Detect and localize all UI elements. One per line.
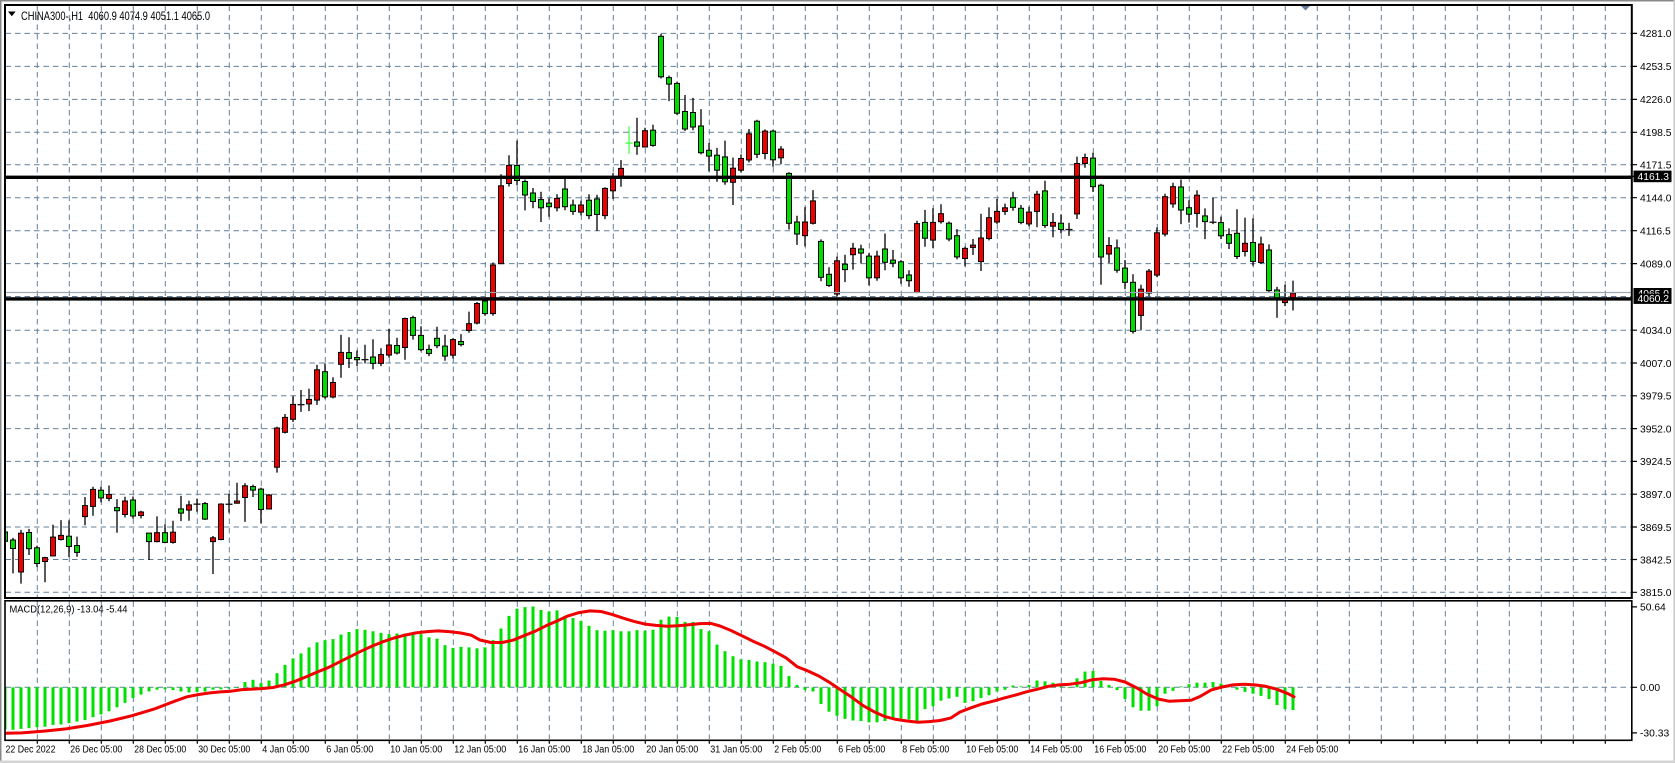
svg-text:3815.0: 3815.0 xyxy=(1640,588,1672,599)
svg-text:-30.33: -30.33 xyxy=(1640,729,1669,740)
svg-text:4226.0: 4226.0 xyxy=(1640,95,1672,106)
svg-text:4198.5: 4198.5 xyxy=(1640,128,1672,139)
svg-text:4007.0: 4007.0 xyxy=(1640,359,1672,370)
svg-text:4116.5: 4116.5 xyxy=(1640,227,1671,238)
svg-text:24 Feb 05:00: 24 Feb 05:00 xyxy=(1286,744,1338,755)
svg-text:3924.5: 3924.5 xyxy=(1640,457,1672,468)
svg-text:28 Dec 05:00: 28 Dec 05:00 xyxy=(134,744,186,755)
svg-text:3979.5: 3979.5 xyxy=(1640,392,1672,403)
svg-text:16 Feb 05:00: 16 Feb 05:00 xyxy=(1094,744,1146,755)
svg-text:26 Dec 05:00: 26 Dec 05:00 xyxy=(70,744,122,755)
svg-text:3952.0: 3952.0 xyxy=(1640,424,1672,435)
svg-text:2 Feb 05:00: 2 Feb 05:00 xyxy=(774,744,821,755)
svg-text:10 Jan 05:00: 10 Jan 05:00 xyxy=(390,744,442,755)
svg-text:CHINA300-,H1 4060.9 4074.9 40: CHINA300-,H1 4060.9 4074.9 4051.1 4065.0 xyxy=(21,9,210,23)
svg-text:0.00: 0.00 xyxy=(1640,683,1660,694)
svg-text:10 Feb 05:00: 10 Feb 05:00 xyxy=(966,744,1018,755)
svg-text:4161.3: 4161.3 xyxy=(1638,172,1670,183)
svg-text:4089.0: 4089.0 xyxy=(1640,259,1672,270)
svg-text:18 Jan 05:00: 18 Jan 05:00 xyxy=(582,744,634,755)
svg-text:4144.0: 4144.0 xyxy=(1640,194,1672,205)
svg-text:6 Jan 05:00: 6 Jan 05:00 xyxy=(326,744,373,755)
svg-text:4281.0: 4281.0 xyxy=(1640,29,1672,40)
svg-text:3897.0: 3897.0 xyxy=(1640,490,1672,501)
svg-text:4034.0: 4034.0 xyxy=(1640,326,1672,337)
svg-text:50.64: 50.64 xyxy=(1640,603,1666,614)
svg-text:22 Feb 05:00: 22 Feb 05:00 xyxy=(1222,744,1274,755)
svg-text:4060.2: 4060.2 xyxy=(1638,294,1670,305)
svg-text:4171.5: 4171.5 xyxy=(1640,161,1672,172)
svg-text:20 Jan 05:00: 20 Jan 05:00 xyxy=(646,744,698,755)
svg-text:4253.5: 4253.5 xyxy=(1640,62,1672,73)
svg-text:22 Dec 2022: 22 Dec 2022 xyxy=(6,744,56,755)
svg-text:30 Dec 05:00: 30 Dec 05:00 xyxy=(198,744,250,755)
svg-text:3869.5: 3869.5 xyxy=(1640,523,1672,534)
svg-text:6 Feb 05:00: 6 Feb 05:00 xyxy=(838,744,885,755)
svg-text:4 Jan 05:00: 4 Jan 05:00 xyxy=(262,744,309,755)
svg-text:20 Feb 05:00: 20 Feb 05:00 xyxy=(1158,744,1210,755)
svg-text:3842.5: 3842.5 xyxy=(1640,555,1672,566)
svg-text:31 Jan 05:00: 31 Jan 05:00 xyxy=(710,744,762,755)
svg-text:MACD(12,26,9) -13.04 -5.44: MACD(12,26,9) -13.04 -5.44 xyxy=(10,604,128,615)
svg-text:8 Feb 05:00: 8 Feb 05:00 xyxy=(902,744,949,755)
svg-text:14 Feb 05:00: 14 Feb 05:00 xyxy=(1030,744,1082,755)
svg-text:16 Jan 05:00: 16 Jan 05:00 xyxy=(518,744,570,755)
svg-text:12 Jan 05:00: 12 Jan 05:00 xyxy=(454,744,506,755)
